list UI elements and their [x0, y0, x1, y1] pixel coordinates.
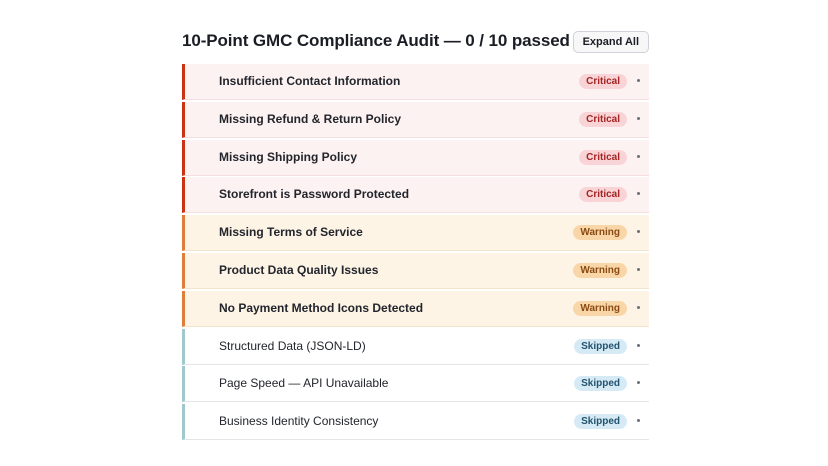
expand-dot-icon[interactable]: [637, 79, 640, 82]
check-label: Page Speed — API Unavailable: [219, 376, 389, 391]
check-row[interactable]: No Payment Method Icons Detected Warning: [182, 290, 649, 327]
status-badge: Warning: [573, 262, 627, 278]
status-badge: Critical: [579, 111, 627, 127]
check-row[interactable]: Page Speed — API Unavailable Skipped: [182, 366, 649, 403]
check-row[interactable]: Missing Terms of Service Warning: [182, 215, 649, 252]
check-row[interactable]: Insufficient Contact Information Critica…: [182, 64, 649, 100]
check-row[interactable]: Structured Data (JSON-LD) Skipped: [182, 328, 649, 365]
status-badge: Skipped: [574, 414, 627, 430]
check-label: Missing Refund & Return Policy: [219, 111, 402, 126]
status-badge: Critical: [579, 149, 627, 165]
check-label: Storefront is Password Protected: [219, 187, 410, 202]
check-label: Missing Shipping Policy: [219, 149, 358, 164]
check-label: Insufficient Contact Information: [219, 74, 401, 88]
check-row[interactable]: Missing Refund & Return Policy Critical: [182, 101, 649, 138]
check-row[interactable]: Storefront is Password Protected Critica…: [182, 177, 649, 214]
page-title: 10-Point GMC Compliance Audit — 0 / 10 p…: [182, 31, 570, 50]
status-badge: Skipped: [574, 338, 627, 354]
check-label: No Payment Method Icons Detected: [219, 300, 424, 315]
check-row[interactable]: Missing Shipping Policy Critical: [182, 139, 649, 176]
status-badge: Skipped: [574, 376, 627, 392]
check-row[interactable]: Product Data Quality Issues Warning: [182, 252, 649, 289]
status-badge: Critical: [579, 74, 627, 89]
expand-dot-icon[interactable]: [637, 305, 640, 309]
expand-dot-icon[interactable]: [637, 154, 640, 158]
status-badge: Warning: [573, 300, 627, 316]
expand-dot-icon[interactable]: [637, 116, 640, 120]
check-label: Structured Data (JSON-LD): [219, 338, 366, 353]
expand-dot-icon[interactable]: [637, 230, 640, 234]
expand-dot-icon[interactable]: [637, 343, 640, 347]
expand-dot-icon[interactable]: [637, 381, 640, 385]
check-row[interactable]: Business Identity Consistency Skipped: [182, 404, 649, 441]
status-badge: Warning: [573, 225, 627, 241]
expand-dot-icon[interactable]: [637, 192, 640, 196]
check-label: Missing Terms of Service: [219, 225, 363, 240]
audit-header: 10-Point GMC Compliance Audit — 0 / 10 p…: [182, 28, 649, 56]
check-label: Business Identity Consistency: [219, 414, 379, 429]
expand-dot-icon[interactable]: [637, 267, 640, 271]
status-badge: Critical: [579, 187, 627, 203]
audit-check-list: Insufficient Contact Information Critica…: [182, 64, 649, 442]
expand-dot-icon[interactable]: [637, 419, 640, 423]
expand-all-button[interactable]: Expand All: [572, 31, 649, 53]
check-label: Product Data Quality Issues: [219, 262, 379, 277]
